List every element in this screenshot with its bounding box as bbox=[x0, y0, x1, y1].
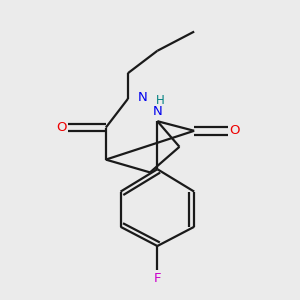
Text: O: O bbox=[230, 124, 240, 137]
Text: O: O bbox=[56, 121, 67, 134]
Text: F: F bbox=[154, 272, 161, 284]
Text: N: N bbox=[152, 105, 162, 118]
Text: H: H bbox=[155, 94, 164, 107]
Text: N: N bbox=[138, 91, 148, 104]
